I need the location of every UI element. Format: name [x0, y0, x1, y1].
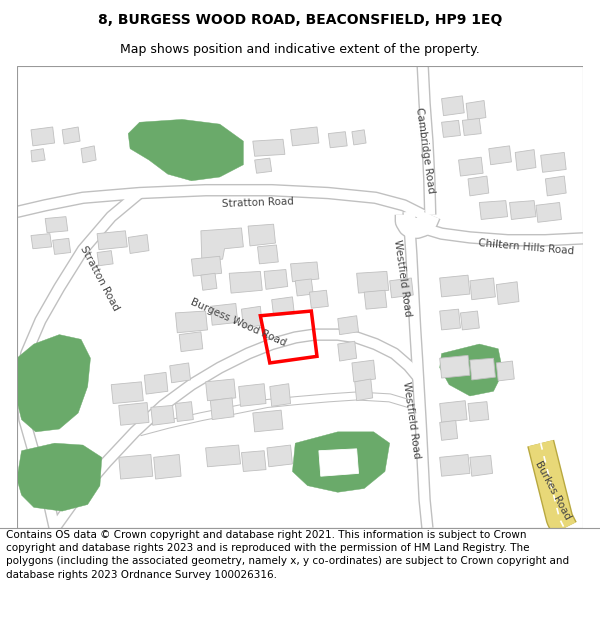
Polygon shape	[440, 421, 458, 441]
Polygon shape	[470, 456, 493, 476]
Text: Contains OS data © Crown copyright and database right 2021. This information is : Contains OS data © Crown copyright and d…	[6, 530, 569, 579]
Polygon shape	[191, 256, 221, 276]
Polygon shape	[468, 176, 489, 196]
Polygon shape	[489, 146, 511, 165]
Polygon shape	[97, 251, 113, 266]
Polygon shape	[211, 398, 234, 419]
Polygon shape	[545, 176, 566, 196]
Polygon shape	[270, 384, 290, 406]
Polygon shape	[267, 445, 292, 467]
Polygon shape	[440, 401, 467, 422]
Text: Burgess Wood Road: Burgess Wood Road	[190, 297, 288, 348]
Polygon shape	[17, 334, 91, 432]
Polygon shape	[272, 297, 295, 316]
Polygon shape	[290, 127, 319, 146]
Polygon shape	[175, 311, 208, 332]
Polygon shape	[328, 132, 347, 148]
Polygon shape	[440, 356, 470, 378]
Polygon shape	[389, 278, 413, 298]
Polygon shape	[229, 271, 262, 293]
Polygon shape	[442, 121, 460, 138]
Polygon shape	[179, 332, 203, 352]
Polygon shape	[31, 234, 52, 249]
Polygon shape	[364, 290, 387, 309]
Text: Cambridge Road: Cambridge Road	[413, 107, 436, 194]
Polygon shape	[128, 234, 149, 254]
Polygon shape	[463, 119, 481, 136]
Polygon shape	[239, 384, 266, 406]
Polygon shape	[128, 119, 244, 181]
Polygon shape	[338, 341, 356, 361]
Polygon shape	[352, 360, 376, 382]
Polygon shape	[440, 275, 470, 297]
Polygon shape	[241, 451, 266, 471]
Polygon shape	[536, 202, 562, 222]
Text: Map shows position and indicative extent of the property.: Map shows position and indicative extent…	[120, 42, 480, 56]
Polygon shape	[509, 201, 536, 219]
Text: Chiltern Hills Road: Chiltern Hills Road	[478, 238, 575, 256]
Polygon shape	[468, 402, 489, 421]
Polygon shape	[248, 224, 275, 246]
Polygon shape	[292, 432, 389, 492]
Polygon shape	[211, 304, 238, 325]
Polygon shape	[319, 449, 359, 476]
Polygon shape	[356, 271, 389, 293]
Polygon shape	[154, 454, 181, 479]
Polygon shape	[310, 290, 328, 308]
Polygon shape	[31, 127, 55, 146]
Polygon shape	[241, 306, 262, 328]
Polygon shape	[264, 269, 288, 289]
Polygon shape	[206, 379, 236, 401]
Polygon shape	[458, 157, 483, 176]
Polygon shape	[253, 410, 283, 432]
Polygon shape	[440, 344, 503, 396]
Text: 8, BURGESS WOOD ROAD, BEACONSFIELD, HP9 1EQ: 8, BURGESS WOOD ROAD, BEACONSFIELD, HP9 …	[98, 12, 502, 27]
Polygon shape	[470, 278, 496, 300]
Polygon shape	[62, 127, 80, 144]
Polygon shape	[97, 231, 127, 249]
Text: Stratton Road: Stratton Road	[79, 244, 121, 312]
Polygon shape	[45, 217, 68, 232]
Polygon shape	[151, 406, 175, 425]
Polygon shape	[201, 273, 217, 290]
Polygon shape	[515, 149, 536, 171]
Polygon shape	[119, 454, 153, 479]
Polygon shape	[460, 311, 479, 330]
Polygon shape	[352, 130, 366, 145]
Polygon shape	[31, 149, 45, 162]
Polygon shape	[338, 316, 359, 334]
Polygon shape	[254, 158, 272, 173]
Polygon shape	[290, 262, 319, 282]
Polygon shape	[466, 101, 486, 121]
Polygon shape	[257, 245, 278, 264]
Polygon shape	[479, 201, 508, 219]
Text: Westfield Road: Westfield Road	[392, 239, 412, 317]
Polygon shape	[440, 309, 460, 330]
Polygon shape	[175, 402, 193, 421]
Polygon shape	[170, 363, 191, 382]
Polygon shape	[206, 445, 241, 467]
Polygon shape	[111, 382, 143, 404]
Text: Westfield Road: Westfield Road	[401, 381, 422, 459]
Polygon shape	[496, 361, 514, 381]
Polygon shape	[440, 454, 470, 476]
Polygon shape	[355, 379, 373, 401]
Polygon shape	[541, 152, 566, 173]
Polygon shape	[17, 443, 102, 511]
Polygon shape	[201, 228, 244, 261]
Polygon shape	[253, 139, 285, 156]
Polygon shape	[119, 402, 149, 425]
Polygon shape	[144, 372, 168, 394]
Polygon shape	[442, 96, 464, 116]
Text: Stratton Road: Stratton Road	[221, 196, 293, 209]
Text: Burkes Road: Burkes Road	[533, 459, 572, 521]
Polygon shape	[53, 238, 71, 254]
Polygon shape	[295, 279, 313, 296]
Polygon shape	[496, 282, 519, 304]
Polygon shape	[81, 146, 96, 163]
Polygon shape	[470, 358, 496, 380]
